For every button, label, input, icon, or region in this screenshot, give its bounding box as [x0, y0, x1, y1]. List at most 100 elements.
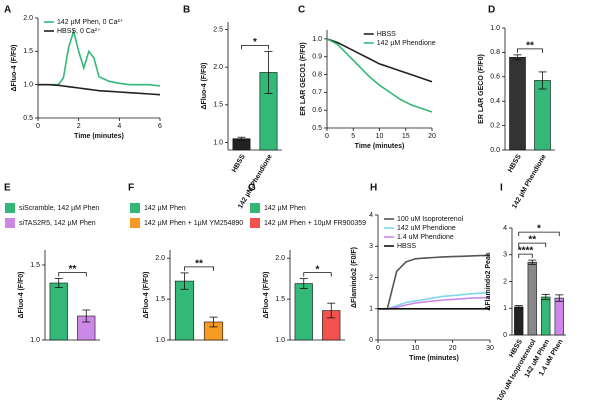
y-axis-label: ΔFlamindo2 (F0/F) — [351, 247, 358, 308]
panel: E 1.0 1.5 ΔFluo-4 (F/F0) siScramble, 142 µM … — [4, 183, 100, 344]
panel: A 0.5 1.0 1.5 2.0 ΔFluo-4 (F/F0) 0 2 4 6 Time (min… — [4, 5, 162, 140]
y-axis-label: ΔFluo-4 (F/F0) — [18, 271, 25, 318]
x-tick-label: 20 — [449, 345, 457, 352]
line-series — [378, 254, 490, 310]
error-bar — [513, 54, 522, 61]
significance-bracket — [303, 272, 332, 277]
x-tick-label: 0 — [325, 133, 329, 140]
y-axis-label: ΔFluo-4 (F/F0) — [201, 62, 208, 109]
y-axis-label: ΔFlamindo2 Peak — [485, 252, 492, 310]
y-tick-label: 4 — [369, 212, 373, 219]
x-tick-label: 15 — [402, 133, 410, 140]
bar — [554, 297, 564, 336]
panel: H 0 1 2 3 4 ΔFlamindo2 (F0/F) 0 10 20 30 Time (minu… — [351, 183, 494, 362]
x-tick-label: 6 — [158, 123, 162, 130]
x-tick-label: HBSS — [231, 153, 247, 174]
legend-swatch — [250, 218, 260, 228]
y-tick-label: 0 — [369, 337, 373, 344]
bar — [174, 280, 195, 341]
significance-label: ** — [528, 235, 536, 246]
y-tick-label: 1.5 — [30, 262, 40, 269]
y-tick-label: 1.0 — [30, 337, 40, 344]
significance-bracket — [518, 253, 533, 259]
error-bar — [538, 71, 547, 90]
legend-swatch — [130, 218, 140, 228]
significance-label: ** — [69, 264, 77, 275]
x-axis-label: Time (minutes) — [355, 143, 405, 150]
x-tick-label: 30 — [486, 345, 494, 352]
y-tick-label: 2.0 — [275, 255, 285, 262]
y-tick-label: 0 — [503, 332, 507, 339]
y-tick-label: 2 — [503, 278, 507, 285]
error-bar — [264, 50, 273, 94]
error-bar — [541, 293, 550, 301]
error-bar — [555, 294, 564, 302]
legend-swatch — [130, 203, 140, 213]
legend-swatch — [5, 218, 15, 228]
y-axis-label: ER LAR GECO1 (F/F0) — [300, 42, 307, 116]
significance-bracket — [241, 44, 269, 50]
panel: C 0.5 0.6 0.7 0.8 0.9 1.0 ER LAR GECO1 (F/F0) 0 5… — [298, 5, 436, 150]
y-tick-label: 1.0 — [275, 337, 285, 344]
y-tick-label: 2.0 — [155, 255, 165, 262]
panel-label: H — [370, 183, 377, 194]
x-tick-label: HBSS — [507, 153, 523, 174]
panel-label: I — [500, 183, 503, 194]
y-tick-label: 2.0 — [23, 15, 33, 22]
x-axis-label: Time (minutes) — [74, 133, 124, 140]
y-tick-label: 1.0 — [312, 36, 322, 43]
panel-label: B — [183, 5, 190, 16]
y-tick-label: 3 — [503, 252, 507, 259]
x-tick-label: 5 — [351, 133, 355, 140]
line-series — [326, 38, 433, 113]
panel-label: E — [4, 183, 11, 194]
panel-label: C — [298, 5, 305, 16]
legend-label: 142 µM Phen + 10µM FR900359 — [264, 220, 366, 227]
legend-label: 142 µM Phen, 0 Ca²⁺ — [57, 19, 124, 26]
y-tick-label: 1 — [503, 305, 507, 312]
legend-label: HBSS — [397, 243, 416, 250]
legend-label: 142 uM Phendione — [397, 225, 456, 232]
panel: G 1.0 1.5 2.0 ΔFluo-4 (F/F0) 142 µM Phen 142 µ… — [248, 183, 366, 344]
x-tick-label: 4 — [117, 123, 121, 130]
y-axis-label: ΔFluo-4 (F/F0) — [263, 271, 270, 318]
y-tick-label: 0.6 — [312, 107, 322, 114]
significance-bracket — [58, 272, 87, 277]
panel-label: F — [128, 183, 134, 194]
panel-label: G — [248, 183, 256, 194]
panel-label: A — [4, 5, 11, 16]
legend-swatch — [250, 203, 260, 213]
significance-label: ** — [195, 259, 203, 270]
significance-label: * — [316, 264, 320, 275]
y-tick-label: 1.0 — [23, 82, 33, 89]
error-bar — [209, 316, 218, 328]
y-axis-label: ΔFluo-4 (F/F0) — [11, 44, 18, 91]
legend-label: 142 µM Phen — [144, 205, 186, 212]
significance-bracket — [518, 242, 547, 248]
line-series — [378, 291, 491, 310]
bar — [509, 56, 526, 151]
panel-label: D — [488, 5, 495, 16]
error-bar — [299, 278, 308, 289]
y-tick-label: 1.5 — [23, 48, 33, 55]
bar — [534, 80, 551, 151]
legend-label: 142 µM Phen — [264, 205, 306, 212]
x-tick-label: 10 — [376, 133, 384, 140]
significance-bracket — [518, 231, 560, 237]
error-bar — [82, 309, 91, 323]
significance-label: ** — [526, 40, 534, 51]
legend-label: 100 uM Isoproterenol — [397, 216, 464, 223]
y-tick-label: 0.2 — [490, 122, 500, 129]
line-series — [326, 38, 433, 83]
legend-label: 142 µM Phen + 1µM YM254890 — [144, 220, 243, 227]
y-tick-label: 1 — [369, 306, 373, 313]
y-tick-label: 0.4 — [490, 98, 500, 105]
y-tick-label: 1.0 — [213, 139, 223, 146]
legend-label: HBSS — [377, 31, 396, 38]
significance-label: * — [253, 37, 257, 48]
y-tick-label: 4 — [503, 225, 507, 232]
y-tick-label: 1.5 — [155, 296, 165, 303]
